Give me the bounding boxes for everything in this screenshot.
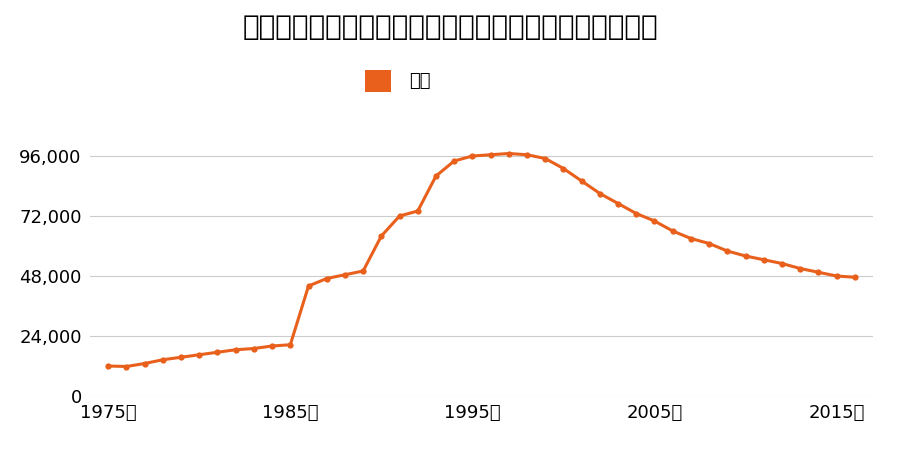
Text: 長野県須坂市大字日滝字梨木原１１４７番５の地価推移: 長野県須坂市大字日滝字梨木原１１４７番５の地価推移	[242, 14, 658, 41]
FancyBboxPatch shape	[364, 70, 392, 92]
Text: 価格: 価格	[410, 72, 431, 90]
